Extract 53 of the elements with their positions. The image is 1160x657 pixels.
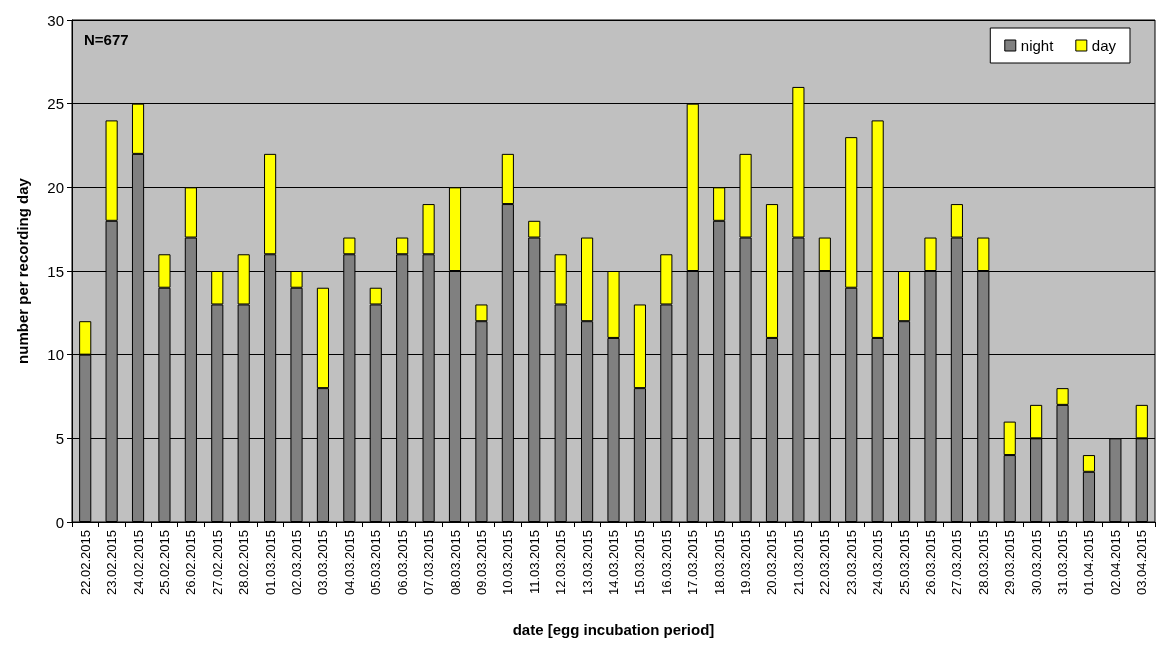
x-tick-label: 19.03.2015 bbox=[738, 530, 754, 596]
x-tick-label: 28.02.2015 bbox=[236, 530, 252, 596]
x-tick-label: 26.02.2015 bbox=[183, 530, 199, 596]
x-tick-label: 02.03.2015 bbox=[289, 530, 305, 596]
x-tick-label: 25.03.2015 bbox=[896, 530, 912, 596]
x-tick-label: 10.03.2015 bbox=[500, 530, 516, 596]
x-tick-label: 23.03.2015 bbox=[843, 530, 859, 596]
legend-label: night bbox=[1020, 37, 1055, 54]
x-tick-label: 08.03.2015 bbox=[447, 530, 463, 596]
y-tick-label: 10 bbox=[47, 346, 64, 364]
x-tick-label: 01.04.2015 bbox=[1081, 530, 1097, 596]
x-tick-label: 09.03.2015 bbox=[473, 530, 489, 596]
x-tick-label: 03.03.2015 bbox=[315, 530, 331, 596]
y-tick-label: 15 bbox=[47, 262, 64, 280]
x-tick-label: 22.02.2015 bbox=[77, 530, 93, 596]
x-tick-label: 06.03.2015 bbox=[394, 530, 410, 596]
y-tick-label: 20 bbox=[47, 178, 64, 196]
x-tick-label: 15.03.2015 bbox=[632, 530, 648, 596]
x-tick-label: 21.03.2015 bbox=[790, 530, 806, 596]
x-tick-label: 24.02.2015 bbox=[130, 530, 146, 596]
x-tick-label: 29.03.2015 bbox=[1002, 530, 1018, 596]
annotation: N=677 bbox=[84, 31, 129, 48]
x-tick-label: 27.03.2015 bbox=[949, 530, 965, 596]
x-tick-label: 16.03.2015 bbox=[658, 530, 674, 596]
x-axis-title: date [egg incubation period] bbox=[512, 621, 715, 638]
x-tick-label: 12.03.2015 bbox=[553, 530, 569, 596]
x-tick-label: 27.02.2015 bbox=[209, 530, 225, 596]
x-tick-label: 24.03.2015 bbox=[870, 530, 886, 596]
x-tick-label: 31.03.2015 bbox=[1055, 530, 1071, 596]
x-tick-label: 30.03.2015 bbox=[1028, 530, 1044, 596]
x-tick-label: 28.03.2015 bbox=[975, 530, 991, 596]
x-tick-label: 13.03.2015 bbox=[579, 530, 595, 596]
x-tick-label: 14.03.2015 bbox=[606, 530, 621, 596]
y-tick-label: 30 bbox=[47, 11, 64, 29]
x-tick-label: 04.03.2015 bbox=[341, 530, 357, 596]
x-tick-label: 07.03.2015 bbox=[421, 530, 437, 596]
x-tick-label: 11.03.2015 bbox=[526, 530, 542, 595]
y-axis-title: number per recording day bbox=[14, 177, 31, 364]
x-tick-label: 18.03.2015 bbox=[711, 530, 727, 596]
y-tick-label: 25 bbox=[47, 95, 64, 113]
y-tick-label: 5 bbox=[55, 429, 64, 447]
y-tick-label: 0 bbox=[55, 513, 64, 531]
x-tick-label: 20.03.2015 bbox=[764, 530, 780, 596]
x-tick-label: 02.04.2015 bbox=[1107, 530, 1123, 596]
x-tick-label: 03.04.2015 bbox=[1134, 530, 1150, 596]
x-tick-label: 17.03.2015 bbox=[685, 530, 701, 596]
x-tick-label: 26.03.2015 bbox=[922, 530, 938, 596]
x-tick-label: 25.02.2015 bbox=[156, 530, 172, 596]
x-tick-label: 23.02.2015 bbox=[104, 530, 120, 596]
legend-label: day bbox=[1091, 37, 1117, 54]
x-tick-label: 22.03.2015 bbox=[817, 530, 833, 596]
x-tick-label: 01.03.2015 bbox=[262, 530, 278, 596]
x-tick-label: 05.03.2015 bbox=[368, 530, 384, 596]
